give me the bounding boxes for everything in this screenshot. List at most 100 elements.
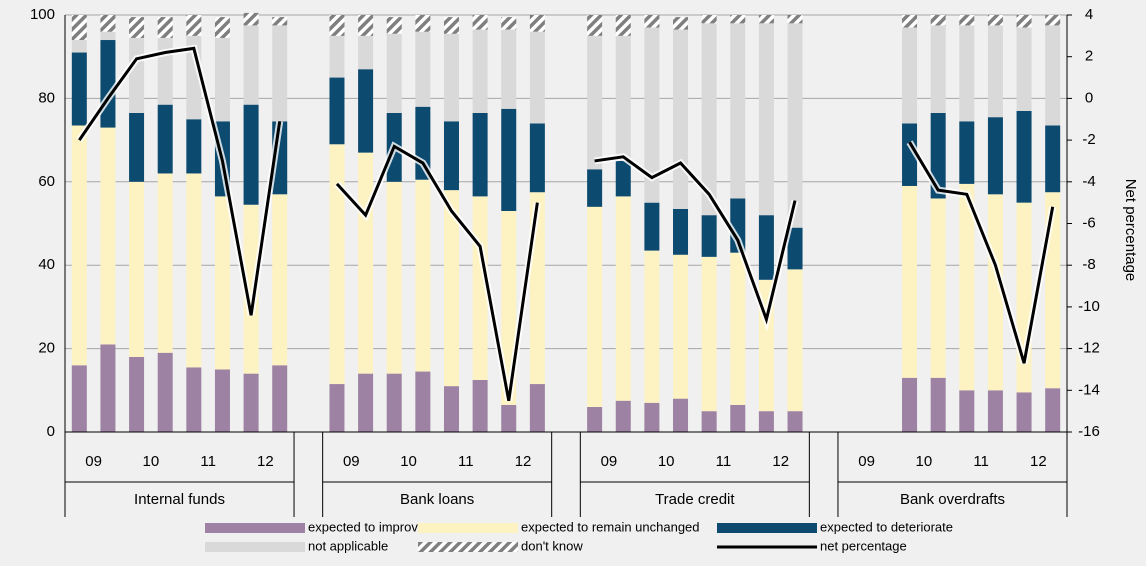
bar-segment bbox=[129, 37, 145, 113]
bar-segment bbox=[644, 250, 660, 403]
bar-segment bbox=[243, 12, 259, 26]
bar-segment bbox=[472, 112, 488, 197]
bar-segment bbox=[787, 227, 803, 270]
bar-segment bbox=[243, 204, 259, 374]
year-label: 09 bbox=[601, 453, 618, 470]
bar-segment bbox=[987, 194, 1003, 391]
bar-segment bbox=[129, 17, 145, 38]
y-tick-label: 20 bbox=[38, 340, 55, 357]
net-line bbox=[78, 46, 1055, 401]
y-tick-label: 0 bbox=[47, 423, 55, 440]
bar-segment bbox=[1016, 15, 1032, 28]
bar-segment bbox=[1045, 388, 1061, 432]
bar-segment bbox=[129, 356, 145, 432]
bar-segment bbox=[329, 35, 345, 78]
bar-segment bbox=[415, 31, 431, 107]
legend-swatch bbox=[717, 523, 817, 533]
bar-segment bbox=[787, 23, 803, 228]
bar-segment bbox=[529, 31, 545, 124]
bar-segment bbox=[529, 15, 545, 32]
y2-tick-label: -6 bbox=[1082, 214, 1095, 231]
bar-segment bbox=[472, 29, 488, 113]
y2-tick-label: -14 bbox=[1078, 381, 1100, 398]
bar-segment bbox=[615, 15, 631, 36]
bar-segment bbox=[100, 15, 116, 32]
bar-segment bbox=[443, 386, 459, 432]
legend-swatch bbox=[205, 523, 305, 533]
bar-segment bbox=[272, 365, 288, 432]
year-label: 09 bbox=[858, 453, 875, 470]
y-tick-label: 100 bbox=[30, 6, 55, 23]
year-label: 12 bbox=[1030, 453, 1047, 470]
bar-segment bbox=[71, 15, 87, 41]
bar-segment bbox=[787, 269, 803, 412]
y2-axis-label: Net percentage bbox=[1122, 179, 1139, 282]
bar-segment bbox=[930, 377, 946, 432]
bar-segment bbox=[272, 25, 288, 122]
bar-segment bbox=[1016, 110, 1032, 203]
bar-segment bbox=[701, 411, 717, 432]
y2-tick-label: 0 bbox=[1085, 89, 1093, 106]
bar-segment bbox=[615, 196, 631, 401]
bar-segment bbox=[243, 25, 259, 105]
legend-label: not applicable bbox=[308, 538, 388, 553]
y2-tick-label: -2 bbox=[1082, 131, 1095, 148]
bar-segment bbox=[129, 181, 145, 357]
legend-label: expected to deteriorate bbox=[820, 519, 953, 534]
bar-segment bbox=[472, 15, 488, 30]
bar-segment bbox=[701, 15, 717, 24]
bar-segment bbox=[100, 344, 116, 432]
bar-segment bbox=[1016, 392, 1032, 432]
bar-segment bbox=[186, 367, 202, 432]
bar-segment bbox=[71, 365, 87, 432]
year-label: 12 bbox=[515, 453, 532, 470]
bar-segment bbox=[443, 121, 459, 191]
bar-segment bbox=[930, 198, 946, 378]
bar-segment bbox=[386, 17, 402, 34]
bar-segment bbox=[758, 215, 774, 280]
group-label: Internal funds bbox=[134, 491, 225, 508]
bar-segment bbox=[100, 127, 116, 345]
y2-tick-label: -8 bbox=[1082, 256, 1095, 273]
bar-segment bbox=[730, 404, 746, 432]
bar-segment bbox=[902, 123, 918, 186]
year-label: 11 bbox=[458, 453, 474, 470]
bar-segment bbox=[501, 108, 517, 211]
bar-segment bbox=[214, 196, 230, 370]
year-label: 11 bbox=[716, 453, 732, 470]
year-label: 10 bbox=[400, 453, 417, 470]
bar-segment bbox=[758, 411, 774, 432]
bar-segment bbox=[186, 119, 202, 174]
legend-label: net percentage bbox=[820, 538, 907, 553]
bar-segment bbox=[501, 29, 517, 109]
bar-segment bbox=[129, 112, 145, 182]
bar-segment bbox=[443, 33, 459, 122]
bar-segment bbox=[1045, 25, 1061, 126]
bar-segment bbox=[71, 52, 87, 126]
bar-segment bbox=[930, 15, 946, 26]
legend-label: don't know bbox=[521, 538, 583, 553]
bar-segment bbox=[501, 404, 517, 432]
y2-tick-label: -4 bbox=[1082, 173, 1095, 190]
legend-swatch bbox=[205, 542, 305, 552]
year-label: 09 bbox=[85, 453, 102, 470]
bar-segment bbox=[730, 23, 746, 199]
bar-segment bbox=[787, 411, 803, 432]
bar-segment bbox=[959, 390, 975, 432]
bar-segment bbox=[272, 17, 288, 26]
bar-segment bbox=[100, 31, 116, 41]
bar-segment bbox=[243, 373, 259, 432]
bar-segment bbox=[1045, 125, 1061, 193]
bar-segment bbox=[386, 33, 402, 113]
y2-tick-label: -12 bbox=[1078, 340, 1100, 357]
bar-segment bbox=[415, 179, 431, 372]
legend-label: expected to remain unchanged bbox=[521, 519, 700, 534]
bar-segment bbox=[644, 202, 660, 251]
bar-segment bbox=[358, 15, 374, 36]
bar-segment bbox=[673, 208, 689, 255]
bar-segment bbox=[959, 25, 975, 122]
y-tick-label: 60 bbox=[38, 173, 55, 190]
bar-segment bbox=[987, 15, 1003, 26]
bar-segment bbox=[186, 173, 202, 368]
bar-segment bbox=[329, 384, 345, 432]
